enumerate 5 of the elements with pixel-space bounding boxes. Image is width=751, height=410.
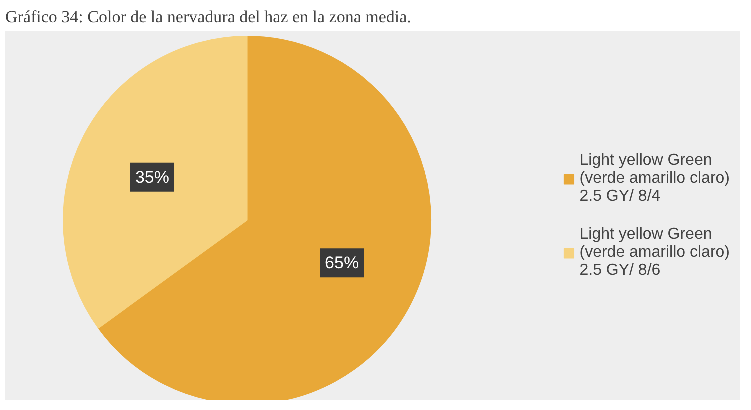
legend-label: Light yellow Green (verde amarillo claro) 2.5 GY/ 8/4 bbox=[580, 150, 730, 206]
data-label: 35% bbox=[135, 168, 170, 187]
legend-label: Light yellow Green (verde amarillo claro) 2.5 GY/ 8/6 bbox=[580, 224, 730, 280]
data-label: 65% bbox=[325, 254, 360, 273]
chart-title: Gráfico 34: Color de la nervadura del haz en la zona media. bbox=[6, 8, 412, 26]
